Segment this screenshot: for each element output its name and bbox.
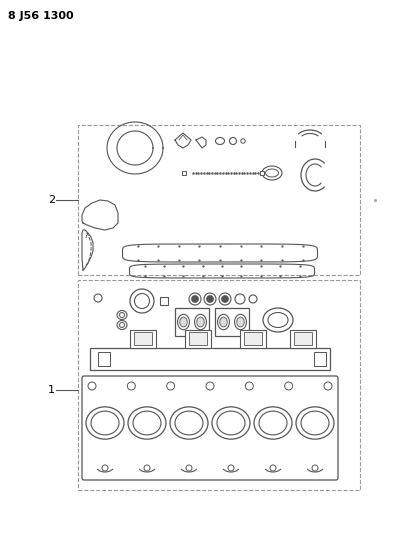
Bar — [185, 330, 211, 348]
Circle shape — [94, 294, 102, 302]
Circle shape — [189, 293, 201, 305]
Ellipse shape — [197, 317, 204, 327]
Bar — [290, 330, 316, 348]
FancyBboxPatch shape — [82, 376, 338, 480]
Ellipse shape — [170, 407, 208, 439]
Text: 2: 2 — [48, 195, 55, 205]
Bar — [78, 125, 360, 275]
Ellipse shape — [117, 320, 127, 329]
Ellipse shape — [119, 322, 124, 327]
Bar — [134, 332, 152, 345]
Ellipse shape — [235, 314, 247, 330]
Ellipse shape — [128, 407, 166, 439]
Bar — [240, 330, 266, 348]
Ellipse shape — [217, 314, 229, 330]
Ellipse shape — [130, 289, 154, 313]
Circle shape — [235, 294, 245, 304]
Bar — [314, 352, 326, 366]
Circle shape — [88, 382, 96, 390]
Ellipse shape — [268, 312, 288, 327]
Circle shape — [249, 295, 257, 303]
Circle shape — [219, 293, 231, 305]
Ellipse shape — [178, 314, 190, 330]
Circle shape — [228, 465, 234, 471]
Circle shape — [102, 465, 108, 471]
Bar — [90, 348, 330, 370]
Ellipse shape — [301, 411, 329, 435]
Ellipse shape — [217, 411, 245, 435]
Text: 8 J56 1300: 8 J56 1300 — [8, 11, 74, 21]
Ellipse shape — [212, 407, 250, 439]
Bar — [160, 297, 168, 305]
Circle shape — [270, 465, 276, 471]
Ellipse shape — [262, 166, 282, 180]
Ellipse shape — [134, 294, 150, 309]
Ellipse shape — [86, 407, 124, 439]
Bar — [294, 332, 312, 345]
Ellipse shape — [119, 312, 124, 318]
Circle shape — [206, 382, 214, 390]
Circle shape — [241, 139, 245, 143]
Ellipse shape — [175, 411, 203, 435]
Bar — [98, 352, 110, 366]
Bar — [215, 308, 249, 336]
Ellipse shape — [215, 138, 225, 144]
Ellipse shape — [254, 407, 292, 439]
Ellipse shape — [91, 411, 119, 435]
Circle shape — [229, 138, 237, 144]
Circle shape — [312, 465, 318, 471]
Ellipse shape — [237, 317, 244, 327]
Ellipse shape — [195, 314, 206, 330]
Circle shape — [127, 382, 135, 390]
Circle shape — [207, 295, 213, 303]
Circle shape — [167, 382, 175, 390]
Circle shape — [144, 465, 150, 471]
Bar — [130, 330, 156, 348]
Bar — [78, 280, 360, 490]
Circle shape — [221, 295, 229, 303]
Text: 1: 1 — [48, 385, 55, 395]
Ellipse shape — [263, 308, 293, 332]
Ellipse shape — [133, 411, 161, 435]
Circle shape — [284, 382, 293, 390]
Ellipse shape — [259, 411, 287, 435]
Bar — [175, 308, 209, 336]
Circle shape — [204, 293, 216, 305]
Ellipse shape — [296, 407, 334, 439]
Ellipse shape — [180, 317, 187, 327]
Circle shape — [245, 382, 253, 390]
Bar — [189, 332, 207, 345]
Ellipse shape — [220, 317, 227, 327]
Bar — [244, 332, 262, 345]
Circle shape — [186, 465, 192, 471]
Ellipse shape — [117, 311, 127, 319]
Circle shape — [324, 382, 332, 390]
Ellipse shape — [265, 169, 279, 177]
Circle shape — [192, 295, 198, 303]
